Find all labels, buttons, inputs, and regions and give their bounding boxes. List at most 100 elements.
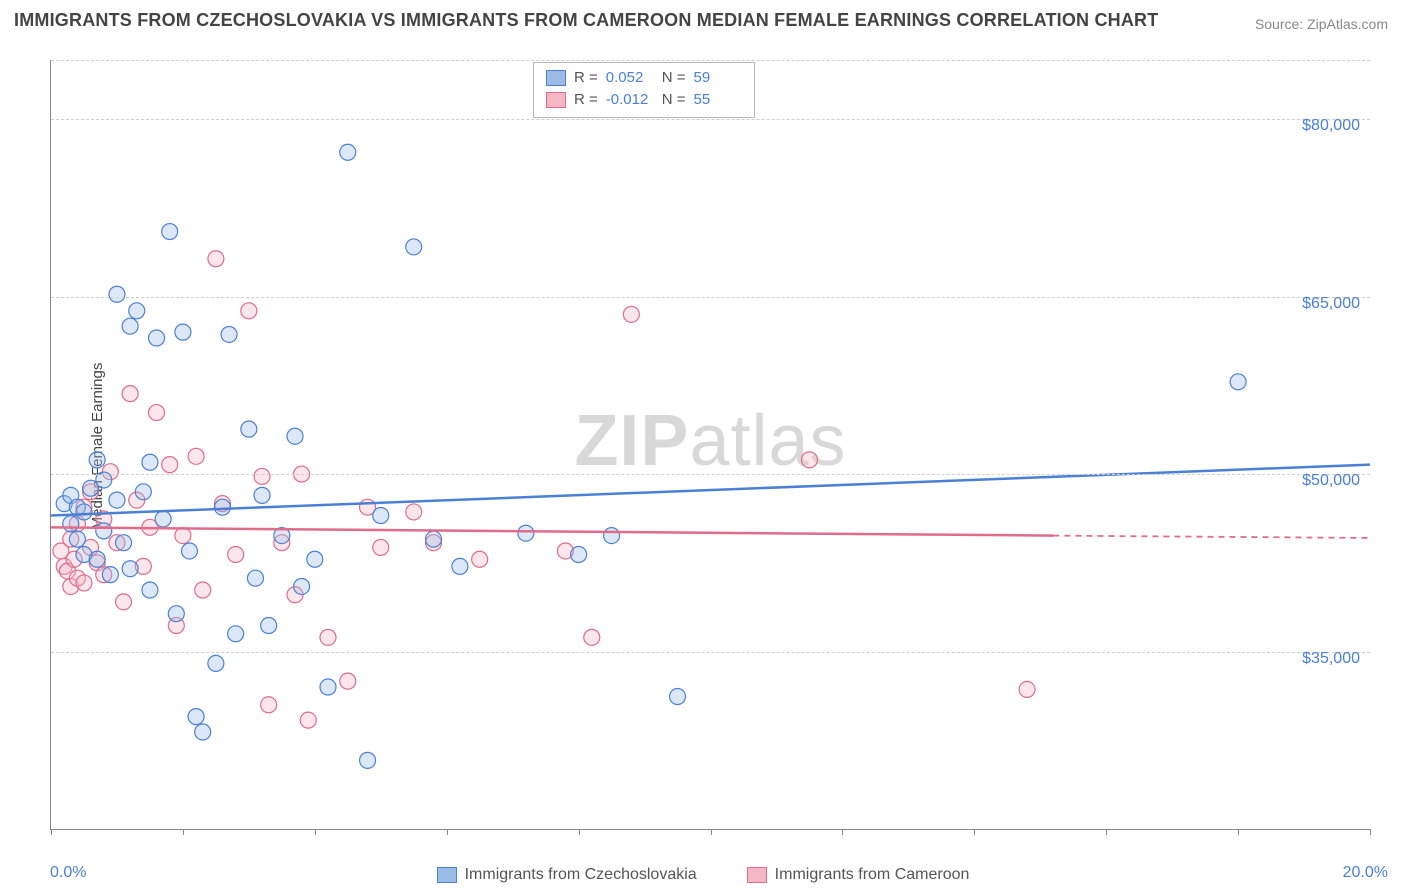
data-point [373,507,389,523]
gridline [51,474,1370,475]
n-label: N = [662,67,686,89]
data-point [294,578,310,594]
y-tick-label: $35,000 [1302,650,1360,668]
y-tick-label: $80,000 [1302,117,1360,135]
y-tick-label: $65,000 [1302,295,1360,313]
data-point [149,405,165,421]
x-tick [711,829,712,835]
data-point [261,618,277,634]
data-point [254,487,270,503]
data-point [122,561,138,577]
data-point [340,673,356,689]
y-tick-label: $50,000 [1302,472,1360,490]
x-tick [1370,829,1371,835]
source-name: ZipAtlas.com [1307,16,1388,32]
data-point [221,326,237,342]
data-point [208,655,224,671]
data-point [195,724,211,740]
data-point [142,454,158,470]
legend-swatch-a [437,867,457,883]
n-value: 55 [694,89,742,111]
data-point [162,457,178,473]
data-point [1019,681,1035,697]
data-point [406,504,422,520]
x-tick [579,829,580,835]
n-label: N = [662,89,686,111]
gridline [51,60,1370,61]
data-point [228,626,244,642]
data-point [135,484,151,500]
source-attribution: Source: ZipAtlas.com [1255,16,1388,32]
data-point [102,567,118,583]
data-point [452,558,468,574]
data-point [254,468,270,484]
data-point [89,551,105,567]
data-point [801,452,817,468]
gridline [51,652,1370,653]
data-point [228,547,244,563]
data-point [300,712,316,728]
data-point [584,629,600,645]
stats-swatch [546,92,566,108]
data-point [307,551,323,567]
data-point [162,224,178,240]
r-label: R = [574,89,598,111]
data-point [426,531,442,547]
x-tick [974,829,975,835]
stats-row: R =0.052N =59 [546,67,742,89]
x-tick [1238,829,1239,835]
data-point [89,452,105,468]
data-point [129,303,145,319]
r-label: R = [574,67,598,89]
legend-label-a: Immigrants from Czechoslovakia [465,866,697,884]
trend-line [51,527,1053,535]
data-point [116,594,132,610]
data-point [188,448,204,464]
stats-swatch [546,70,566,86]
data-point [76,575,92,591]
x-tick [447,829,448,835]
data-point [241,421,257,437]
r-value: 0.052 [606,67,654,89]
data-point [518,525,534,541]
data-point [406,239,422,255]
data-point [670,688,686,704]
trend-line [51,465,1370,516]
gridline [51,297,1370,298]
data-point [109,492,125,508]
data-point [63,516,79,532]
data-point [472,551,488,567]
data-point [175,324,191,340]
data-point [320,629,336,645]
data-point [373,539,389,555]
legend-label-b: Immigrants from Cameroon [775,866,970,884]
legend-item-a: Immigrants from Czechoslovakia [437,866,697,884]
stats-legend: R =0.052N =59R =-0.012N =55 [533,62,755,118]
bottom-legend: Immigrants from Czechoslovakia Immigrant… [0,866,1406,884]
data-point [623,306,639,322]
data-point [261,697,277,713]
data-point [360,752,376,768]
data-point [122,318,138,334]
data-point [155,511,171,527]
stats-row: R = -0.012 N = 55 [546,89,742,111]
data-point [181,543,197,559]
legend-swatch-b [747,867,767,883]
legend-item-b: Immigrants from Cameroon [747,866,970,884]
data-point [76,504,92,520]
data-point [340,144,356,160]
data-point [96,523,112,539]
data-point [122,386,138,402]
data-point [320,679,336,695]
data-point [247,570,263,586]
data-point [188,709,204,725]
x-tick [315,829,316,835]
x-tick [183,829,184,835]
x-tick [51,829,52,835]
data-point [287,428,303,444]
data-point [208,251,224,267]
data-point [168,606,184,622]
r-value: -0.012 [606,89,654,111]
data-point [1230,374,1246,390]
data-point [109,286,125,302]
